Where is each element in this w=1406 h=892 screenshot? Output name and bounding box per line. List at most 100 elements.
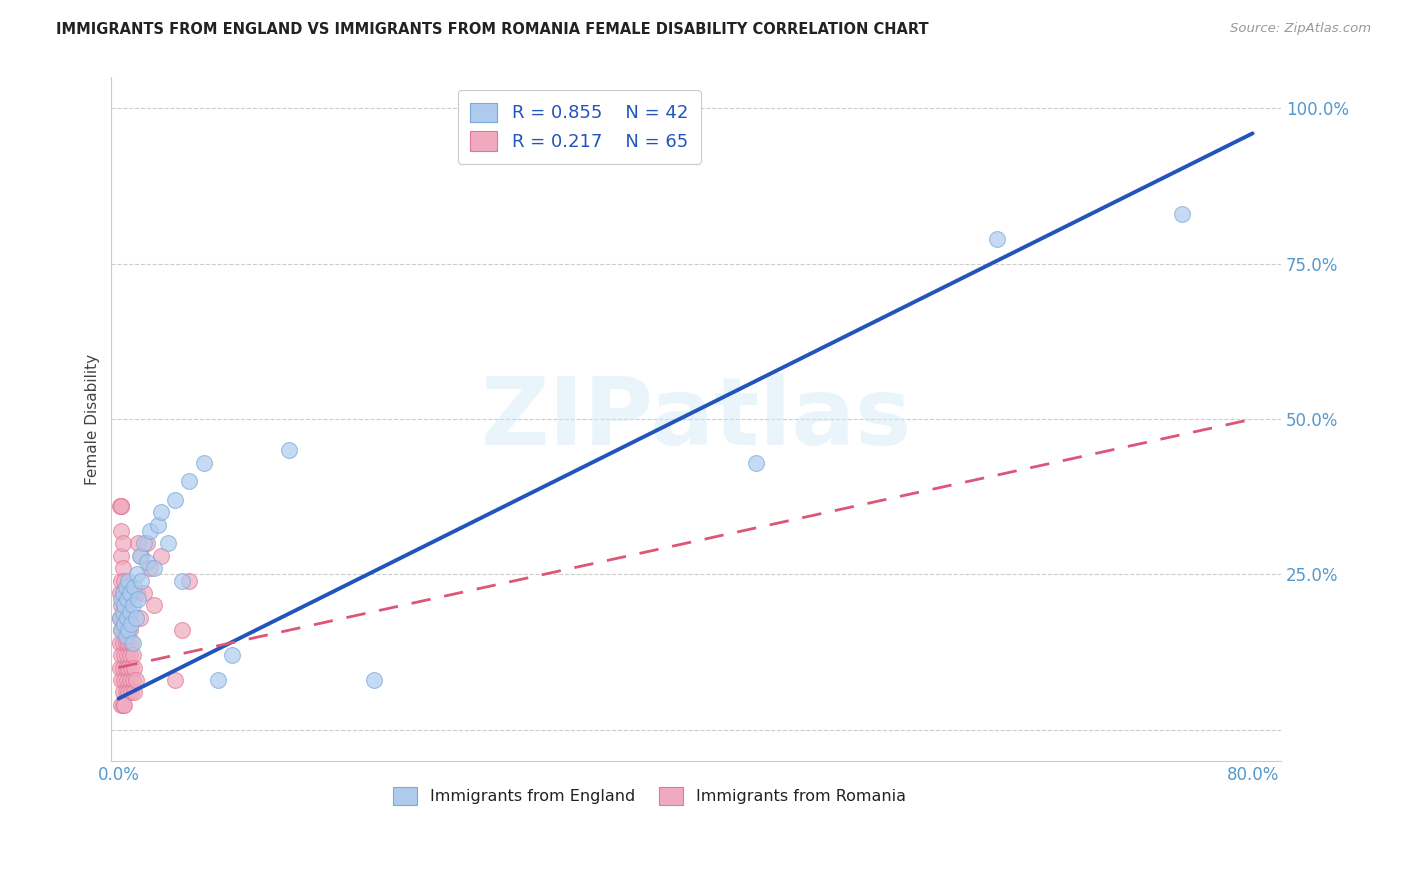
Point xyxy=(110,592,132,607)
Point xyxy=(111,536,134,550)
Point xyxy=(108,499,131,513)
Point xyxy=(110,648,132,662)
Point xyxy=(179,574,201,588)
Point xyxy=(124,611,146,625)
Point xyxy=(363,673,385,687)
Point xyxy=(1170,207,1192,221)
Point xyxy=(114,586,136,600)
Point xyxy=(129,549,152,563)
Point xyxy=(125,567,148,582)
Point xyxy=(112,648,135,662)
Point xyxy=(111,685,134,699)
Point xyxy=(221,648,243,662)
Point xyxy=(118,586,141,600)
Point xyxy=(157,536,180,550)
Point xyxy=(112,624,135,638)
Point xyxy=(193,456,215,470)
Point xyxy=(111,605,134,619)
Point xyxy=(110,624,132,638)
Text: ZIPatlas: ZIPatlas xyxy=(481,373,912,465)
Point xyxy=(108,636,131,650)
Point xyxy=(112,617,135,632)
Point xyxy=(111,611,134,625)
Point xyxy=(108,660,131,674)
Point xyxy=(110,698,132,712)
Point xyxy=(132,586,155,600)
Point xyxy=(128,611,150,625)
Point xyxy=(122,685,145,699)
Point xyxy=(114,580,136,594)
Point xyxy=(117,624,139,638)
Point xyxy=(110,499,132,513)
Point xyxy=(110,524,132,538)
Point xyxy=(114,611,136,625)
Point xyxy=(110,499,132,513)
Point xyxy=(111,698,134,712)
Point xyxy=(122,660,145,674)
Point xyxy=(115,599,138,613)
Point xyxy=(138,524,160,538)
Point xyxy=(114,685,136,699)
Point xyxy=(114,630,136,644)
Point xyxy=(112,673,135,687)
Point xyxy=(127,592,149,607)
Point xyxy=(112,599,135,613)
Point xyxy=(277,443,299,458)
Point xyxy=(112,698,135,712)
Point xyxy=(108,611,131,625)
Point xyxy=(112,599,135,613)
Point xyxy=(112,574,135,588)
Legend: Immigrants from England, Immigrants from Romania: Immigrants from England, Immigrants from… xyxy=(384,778,915,814)
Point xyxy=(148,517,170,532)
Point xyxy=(207,673,229,687)
Point xyxy=(115,624,138,638)
Point xyxy=(135,555,157,569)
Point xyxy=(117,636,139,650)
Point xyxy=(120,636,142,650)
Point xyxy=(124,673,146,687)
Point xyxy=(110,673,132,687)
Point xyxy=(111,586,134,600)
Text: Source: ZipAtlas.com: Source: ZipAtlas.com xyxy=(1230,22,1371,36)
Point xyxy=(110,624,132,638)
Point xyxy=(110,549,132,563)
Point xyxy=(128,549,150,563)
Point xyxy=(115,673,138,687)
Point xyxy=(135,536,157,550)
Point xyxy=(117,611,139,625)
Point xyxy=(111,561,134,575)
Point xyxy=(122,580,145,594)
Point xyxy=(172,624,194,638)
Point xyxy=(120,685,142,699)
Point xyxy=(115,592,138,607)
Point xyxy=(117,574,139,588)
Point xyxy=(111,660,134,674)
Point xyxy=(138,561,160,575)
Point xyxy=(179,474,201,488)
Point xyxy=(165,492,187,507)
Point xyxy=(172,574,194,588)
Text: IMMIGRANTS FROM ENGLAND VS IMMIGRANTS FROM ROMANIA FEMALE DISABILITY CORRELATION: IMMIGRANTS FROM ENGLAND VS IMMIGRANTS FR… xyxy=(56,22,929,37)
Point xyxy=(118,624,141,638)
Point xyxy=(132,536,155,550)
Point xyxy=(129,574,152,588)
Point xyxy=(111,586,134,600)
Point xyxy=(121,636,143,650)
Point xyxy=(108,586,131,600)
Point xyxy=(121,648,143,662)
Point xyxy=(110,574,132,588)
Point xyxy=(118,648,141,662)
Point xyxy=(111,636,134,650)
Point xyxy=(121,599,143,613)
Point xyxy=(108,611,131,625)
Point xyxy=(125,586,148,600)
Point xyxy=(142,599,165,613)
Point xyxy=(114,660,136,674)
Point xyxy=(165,673,187,687)
Point xyxy=(121,673,143,687)
Y-axis label: Female Disability: Female Disability xyxy=(86,353,100,484)
Point xyxy=(142,561,165,575)
Point xyxy=(117,660,139,674)
Point xyxy=(120,617,142,632)
Point xyxy=(118,605,141,619)
